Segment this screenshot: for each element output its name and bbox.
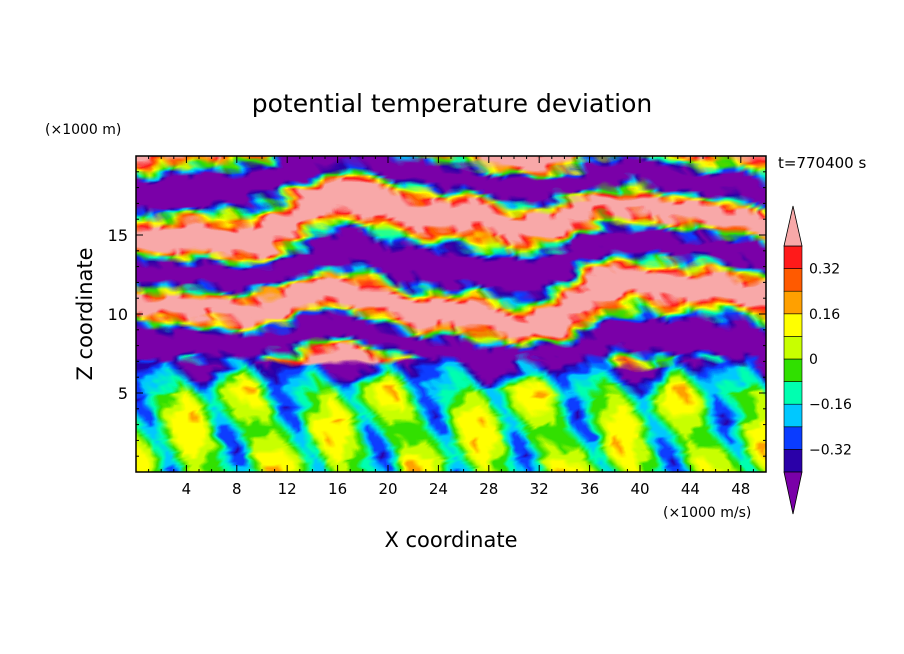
x-axis-label: X coordinate	[384, 528, 517, 552]
x-tick-label: 48	[731, 480, 750, 498]
colorbar-tick-label: 0.16	[809, 307, 840, 323]
colorbar-extend-top	[783, 205, 803, 247]
x-unit-label: (×1000 m/s)	[663, 505, 751, 521]
contour-field	[136, 156, 766, 472]
colorbar-tick-label: −0.32	[809, 442, 852, 458]
x-tick-label: 32	[530, 480, 549, 498]
x-tick-label: 44	[681, 480, 700, 498]
colorbar-band	[783, 336, 803, 360]
colorbar-band	[783, 313, 803, 337]
colorbar-band	[783, 403, 803, 428]
colorbar-band	[783, 245, 803, 269]
y-axis-label: Z coordinate	[73, 247, 97, 380]
x-tick-label: 8	[232, 480, 242, 498]
x-tick-label: 28	[479, 480, 498, 498]
colorbar-tick-label: 0	[809, 352, 818, 368]
x-ticks: 4 8 12 16 20 24 28 32 36 40 44 48	[148, 156, 754, 498]
x-tick-label: 24	[429, 480, 448, 498]
colorbar-band	[783, 358, 803, 382]
colorbar-tick-label: 0.32	[809, 262, 840, 278]
colorbar-band	[783, 426, 803, 450]
x-tick-label: 40	[630, 480, 649, 498]
x-tick-label: 12	[278, 480, 297, 498]
x-tick-label: 16	[328, 480, 347, 498]
y-tick-label: 10	[108, 305, 128, 324]
colorbar-band	[783, 449, 803, 473]
y-unit-label: (×1000 m)	[45, 122, 121, 138]
colorbar-band	[783, 268, 803, 292]
colorbar-band	[783, 290, 803, 315]
y-ticks: 5 10 15	[108, 171, 766, 457]
x-tick-label: 20	[378, 480, 397, 498]
x-tick-label: 36	[580, 480, 599, 498]
colorbar-tick-label: −0.16	[809, 397, 852, 413]
y-tick-label: 5	[118, 384, 128, 403]
colorbar-extend-bottom	[783, 471, 803, 515]
x-tick-label: 4	[182, 480, 192, 498]
time-label: t=770400 s	[778, 154, 866, 172]
contour-image	[136, 156, 766, 472]
colorbar-band	[783, 381, 803, 405]
chart-title: potential temperature deviation	[252, 89, 652, 118]
colorbar: 0.32 0.16 0 −0.16 −0.32	[783, 205, 852, 515]
y-tick-label: 15	[108, 226, 128, 245]
